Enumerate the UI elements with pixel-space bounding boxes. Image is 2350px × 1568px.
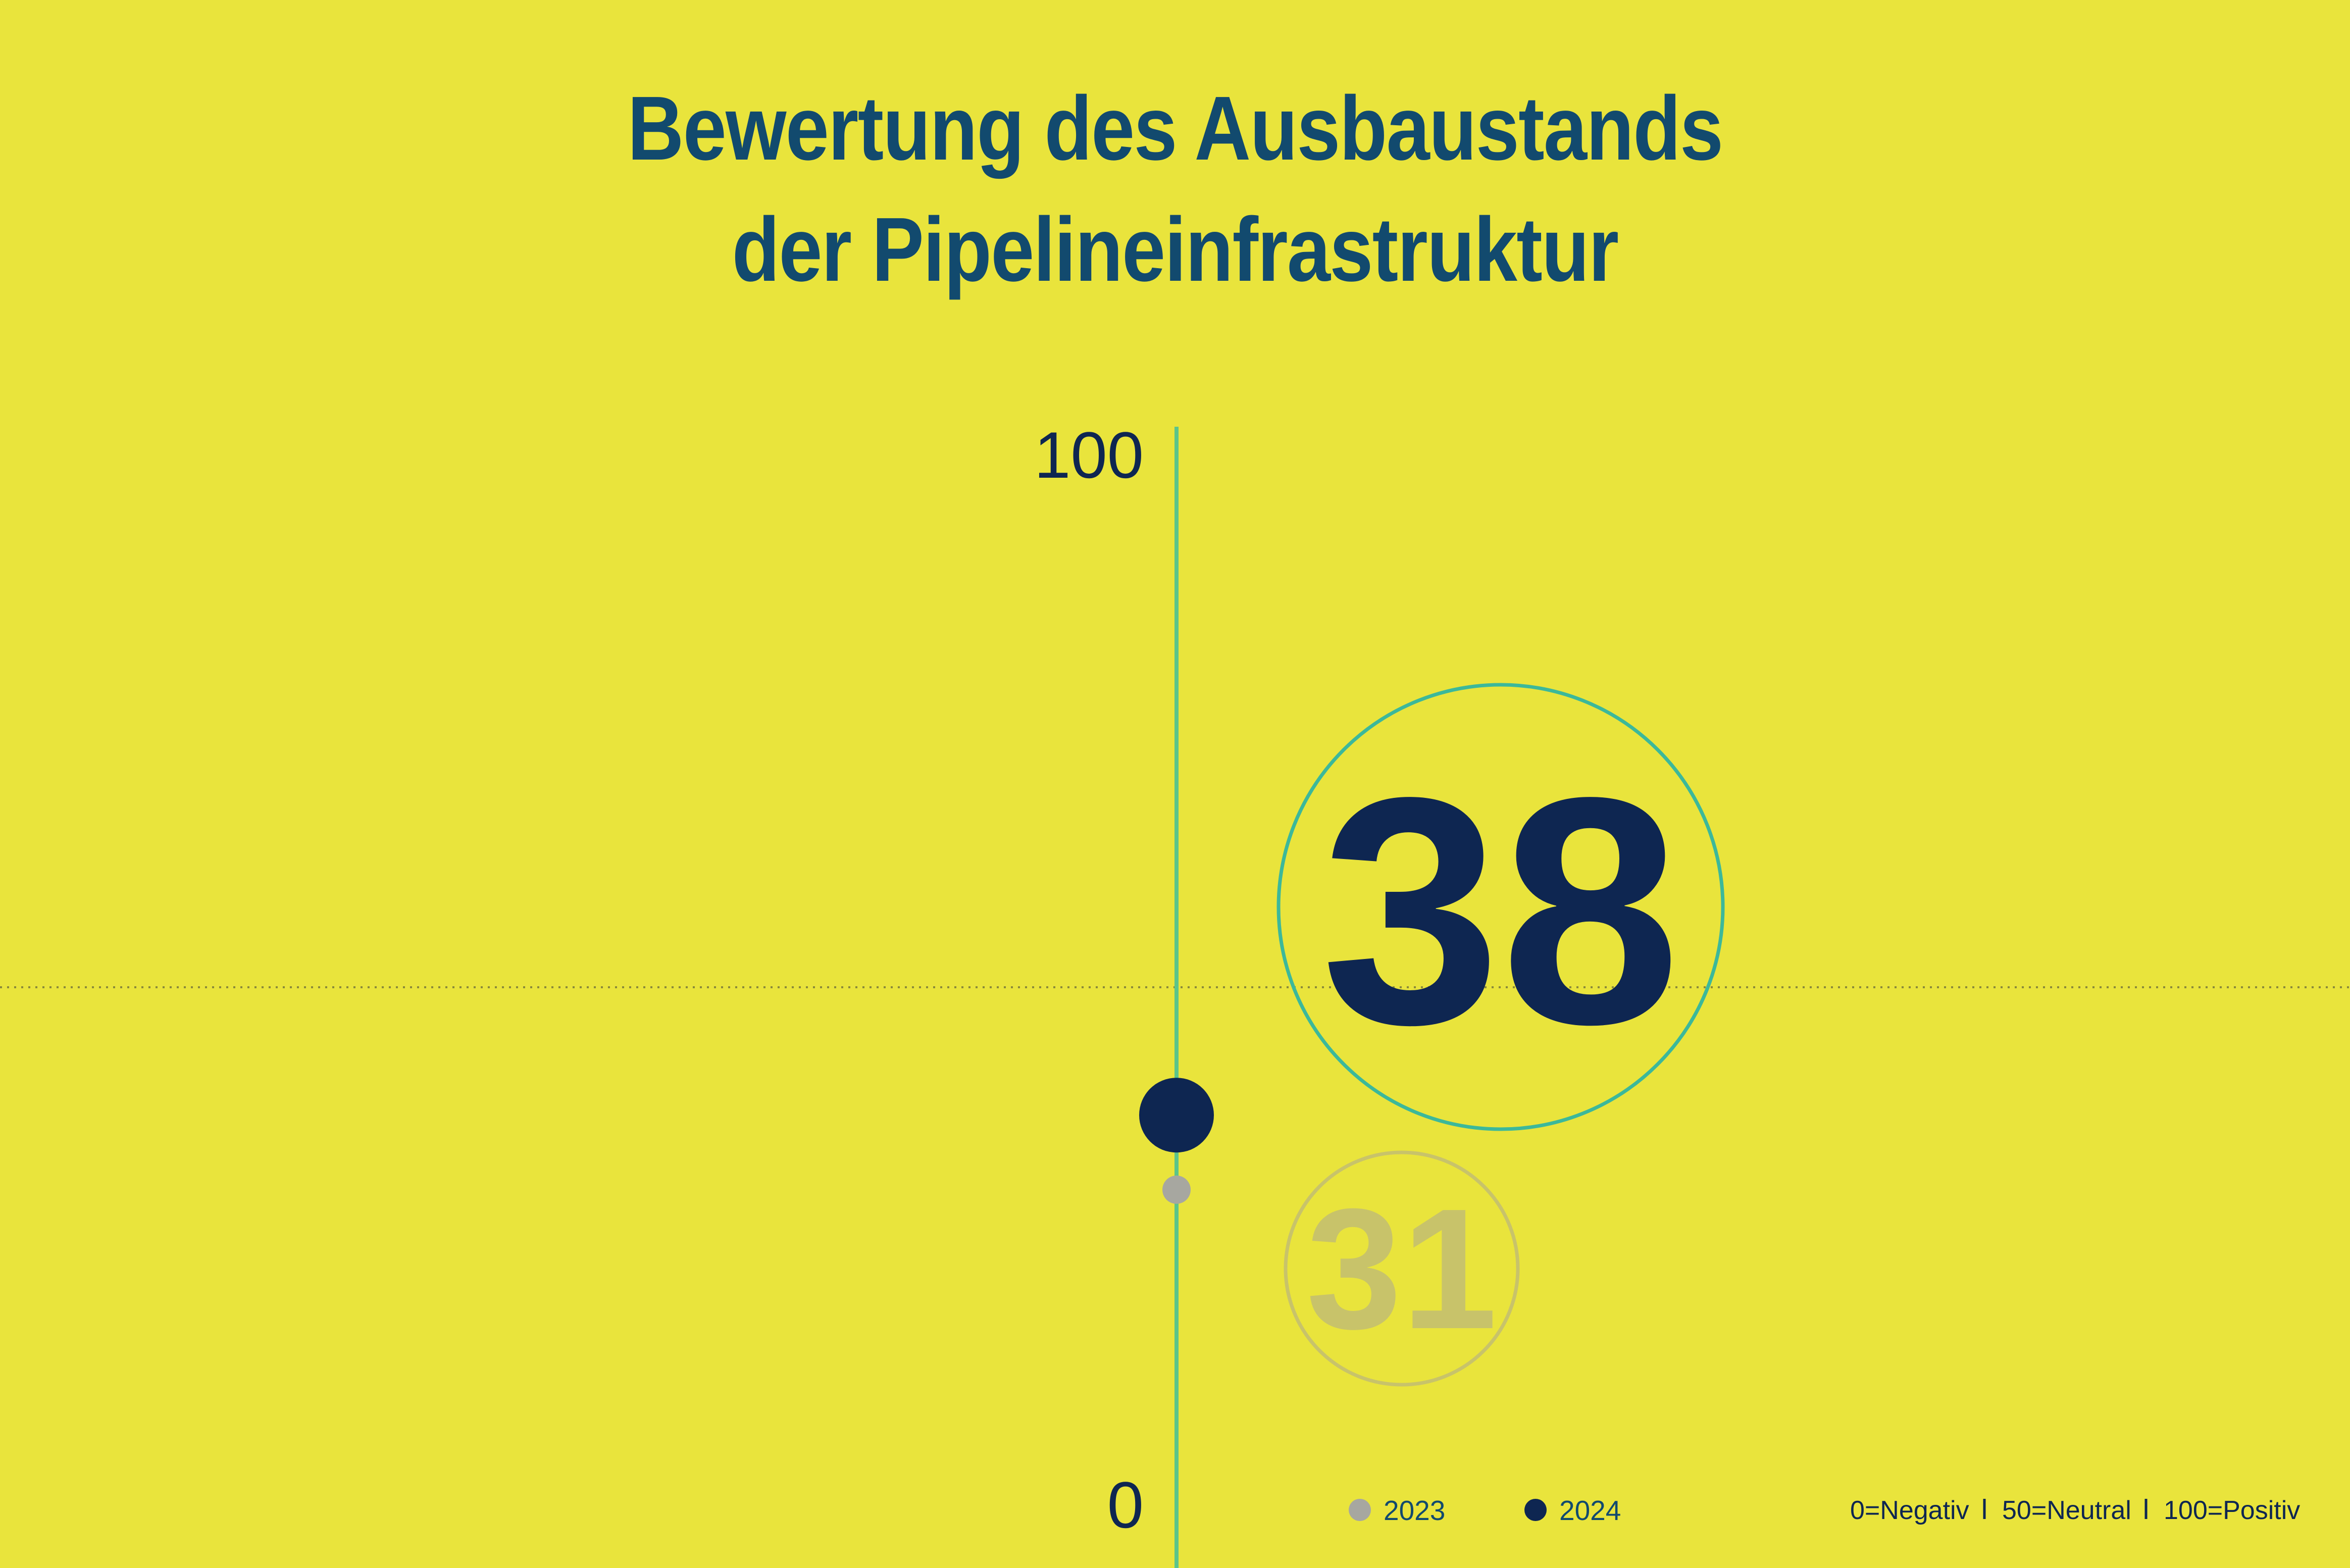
legend-swatch-2023	[1349, 1499, 1371, 1521]
y-tick-label-min: 0	[1107, 1468, 1144, 1542]
scale-note-negative: 0=Negativ	[1850, 1496, 1969, 1525]
chart-title-line-2: der Pipelineinfrastruktur	[732, 199, 1619, 300]
chart-title-line-1: Bewertung des Ausbaustands	[627, 78, 1723, 179]
value-ring-2024	[1276, 683, 1725, 1131]
scale-note: 0=Negativ 50=Neutral 100=Positiv	[1850, 1496, 2300, 1525]
legend: 2023 2024	[1349, 1495, 1621, 1526]
legend-swatch-2024	[1524, 1499, 1547, 1521]
value-ring-2023	[1284, 1150, 1520, 1387]
scale-note-neutral: 50=Neutral	[2002, 1496, 2131, 1525]
data-point-2023	[1162, 1175, 1191, 1204]
legend-label-2024: 2024	[1559, 1495, 1621, 1526]
value-label-2023: 31	[1306, 1173, 1497, 1365]
data-point-2024	[1139, 1078, 1214, 1153]
y-tick-label-max: 100	[1034, 418, 1144, 492]
value-label-2024: 38	[1321, 730, 1680, 1091]
legend-label-2023: 2023	[1384, 1495, 1445, 1526]
scale-note-positive: 100=Positiv	[2164, 1496, 2300, 1525]
